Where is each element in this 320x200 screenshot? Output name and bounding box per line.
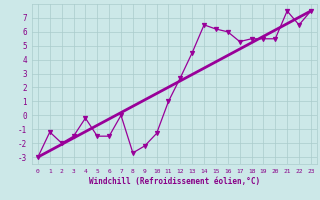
X-axis label: Windchill (Refroidissement éolien,°C): Windchill (Refroidissement éolien,°C) (89, 177, 260, 186)
